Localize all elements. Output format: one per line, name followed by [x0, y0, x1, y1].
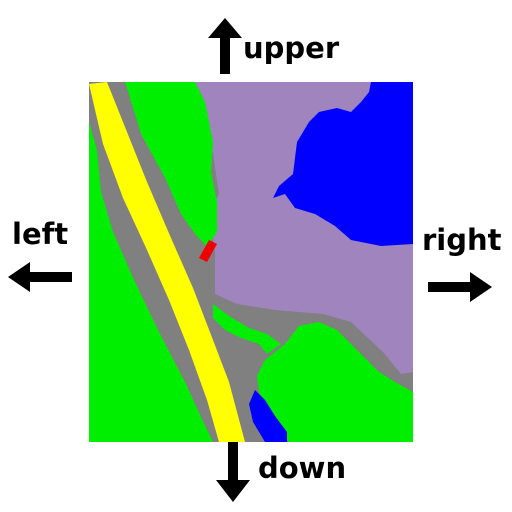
vegetation-region: [89, 122, 213, 442]
direction-label-down: down: [258, 451, 347, 485]
map-canvas: [89, 82, 413, 442]
vegetation-region: [257, 322, 413, 442]
vegetation-region: [213, 304, 281, 354]
paved-ground-region: [107, 82, 215, 304]
road-region: [89, 82, 245, 442]
direction-label-left: left: [12, 217, 69, 251]
arrow-right-icon: [428, 272, 492, 302]
marker-icon: [199, 240, 217, 262]
vegetation-region: [125, 82, 217, 247]
water-region: [273, 82, 413, 246]
arrow-down-icon: [216, 442, 250, 502]
direction-label-right: right: [422, 223, 502, 257]
arrow-left-icon: [8, 262, 72, 292]
arrow-up-icon: [208, 18, 242, 74]
water-region: [249, 390, 287, 442]
map-view: [89, 82, 413, 442]
direction-label-upper: upper: [243, 31, 340, 65]
